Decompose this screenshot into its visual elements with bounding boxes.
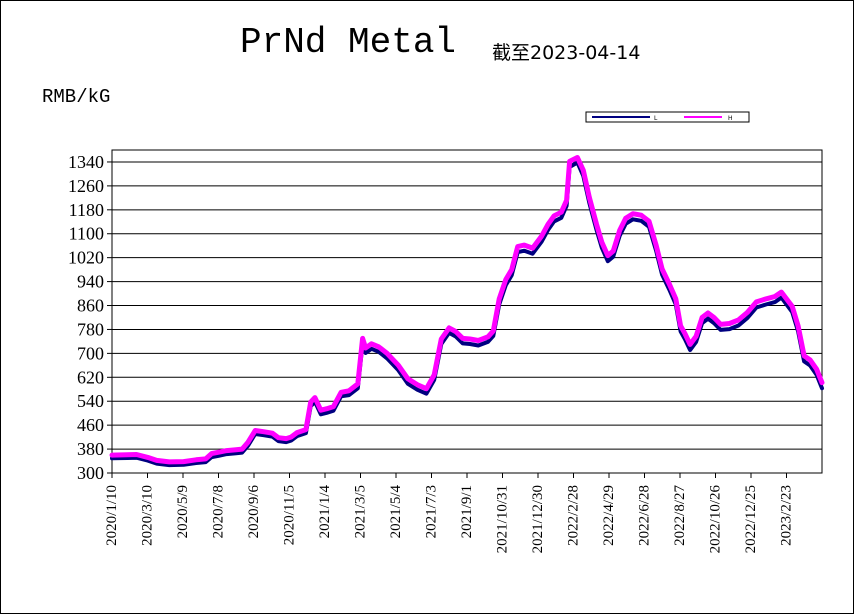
- y-tick-label: 460: [77, 415, 104, 435]
- x-tick-labels: 2020/1/10 2020/3/10 2020/5/9 2020/7/8 2020/9…: [104, 485, 795, 554]
- x-tick-label: 2021/1/4: [317, 485, 333, 539]
- series-layer: [109, 155, 825, 468]
- x-tick-label: 2022/6/28: [637, 485, 653, 546]
- x-tick-label: 2022/12/25: [743, 485, 759, 553]
- x-tick-label: 2020/11/5: [282, 485, 298, 545]
- x-tick-label: 2022/8/27: [672, 485, 688, 546]
- plot-area: [111, 149, 823, 474]
- x-tick-label: 2021/12/30: [530, 485, 546, 553]
- legend-box: [585, 111, 750, 123]
- chart-subtitle: 截至2023-04-14: [492, 42, 641, 64]
- y-tick-label: 1100: [69, 224, 104, 244]
- x-tick-label: 2020/5/9: [175, 485, 191, 538]
- y-tick-label: 780: [77, 319, 104, 339]
- legend: L H: [585, 111, 750, 123]
- x-tick-label: 2021/5/4: [388, 485, 404, 539]
- y-tick-label: 860: [77, 296, 104, 316]
- x-tick-label: 2022/10/26: [708, 485, 724, 554]
- y-tick-label: 1020: [68, 248, 104, 268]
- y-tick-label: 380: [77, 439, 104, 459]
- x-tick-label: 2023/2/23: [779, 485, 795, 546]
- y-tick-label: 300: [77, 463, 104, 483]
- x-tick-label: 2020/1/10: [104, 485, 120, 546]
- x-tick-label: 2021/9/1: [459, 485, 475, 538]
- x-tick-label: 2021/7/3: [424, 485, 440, 538]
- y-tick-label: 700: [77, 343, 104, 363]
- y-tick-label: 940: [77, 272, 104, 292]
- series-line-H: [109, 155, 825, 465]
- y-tick-label: 1180: [69, 200, 104, 220]
- y-tick-label: 1340: [68, 152, 104, 172]
- chart-title: PrNd Metal: [240, 22, 457, 63]
- y-tick-label: 540: [77, 391, 104, 411]
- x-tick-label: 2020/7/8: [211, 485, 227, 538]
- legend-label-L: L: [654, 115, 658, 122]
- grid-lines: [107, 161, 822, 478]
- y-tick-labels: 300 380 460 540 620 700 780 860 940 1020 1100 1180 1…: [68, 152, 104, 483]
- x-tick-label: 2022/2/28: [566, 485, 582, 546]
- legend-label-H: H: [728, 115, 733, 122]
- y-tick-label: 620: [77, 367, 104, 387]
- y-tick-label: 1260: [68, 176, 104, 196]
- x-tick-label: 2021/3/5: [353, 485, 369, 538]
- x-tick-label: 2020/9/6: [246, 485, 262, 539]
- y-axis-unit: RMB/kG: [42, 86, 111, 108]
- x-tick-label: 2021/10/31: [495, 485, 511, 553]
- x-tick-label: 2020/3/10: [140, 485, 156, 546]
- x-tick-label: 2022/4/29: [601, 485, 617, 546]
